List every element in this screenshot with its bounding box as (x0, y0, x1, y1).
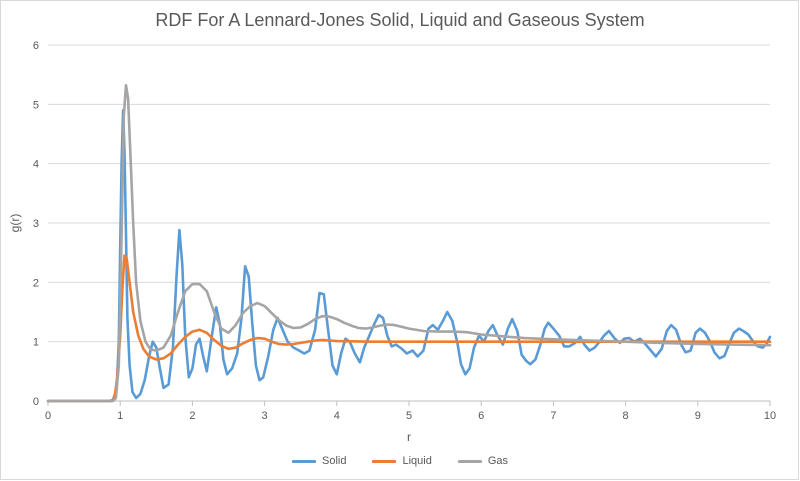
legend-swatch-gas (457, 459, 482, 463)
legend-item-gas: Gas (457, 455, 508, 467)
legend: Solid Liquid Gas (0, 455, 800, 467)
x-axis-title: r (407, 430, 411, 444)
series-line-gas (46, 84, 772, 403)
x-tick-label: 8 (623, 410, 629, 422)
x-tick-label: 3 (262, 410, 268, 422)
y-tick-label: 2 (33, 277, 39, 289)
y-tick-label: 1 (33, 337, 39, 349)
series-group (46, 84, 772, 403)
y-tick-label: 5 (33, 99, 39, 111)
x-tick-label: 9 (695, 410, 701, 422)
gridlines (48, 44, 770, 343)
x-tick-label: 5 (406, 410, 412, 422)
chart-title: RDF For A Lennard-Jones Solid, Liquid an… (155, 10, 645, 30)
y-axis-title: g(r) (8, 214, 22, 233)
legend-label-solid: Solid (321, 455, 347, 467)
legend-label-liquid: Liquid (402, 455, 432, 467)
series-line-solid (46, 109, 772, 403)
legend-item-solid: Solid (291, 455, 347, 467)
axes: 0 1 2 3 4 5 6 0 1 2 3 4 5 6 7 8 9 10 (33, 40, 776, 422)
legend-label-gas: Gas (487, 455, 508, 467)
y-tick-label: 0 (33, 396, 39, 408)
x-tick-label: 7 (550, 410, 556, 422)
x-tick-label: 2 (189, 410, 195, 422)
x-tick-label: 4 (334, 410, 340, 422)
series-line-liquid (46, 254, 772, 403)
y-tick-label: 3 (33, 218, 39, 230)
y-tick-label: 4 (33, 159, 39, 171)
x-tick-label: 6 (478, 410, 484, 422)
x-tick-label: 0 (45, 410, 51, 422)
x-tick-label: 1 (117, 410, 123, 422)
y-tick-label: 6 (33, 40, 39, 52)
legend-swatch-solid (291, 459, 316, 463)
x-tick-label: 10 (764, 410, 776, 422)
legend-swatch-liquid (372, 459, 397, 463)
legend-item-liquid: Liquid (372, 455, 432, 467)
